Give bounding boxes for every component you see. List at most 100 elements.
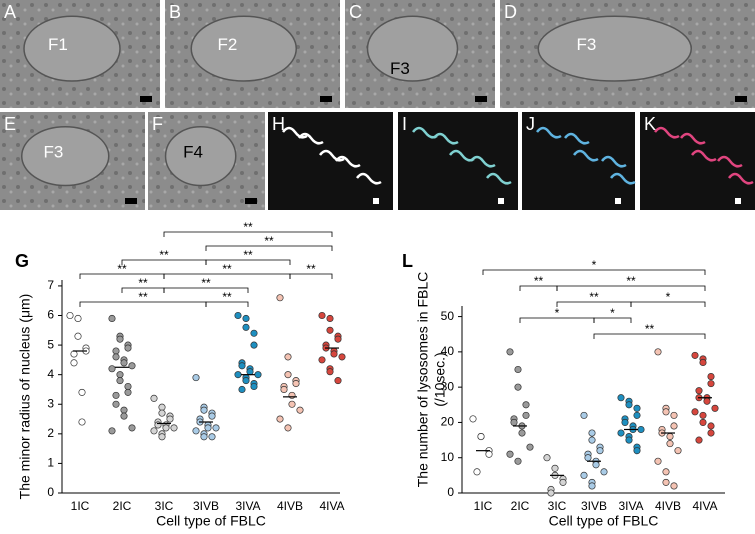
significance-label: ** [222, 290, 232, 304]
data-point [633, 447, 641, 455]
organelle [433, 132, 459, 145]
nucleus [164, 125, 237, 187]
panel-letter: D [504, 2, 517, 22]
data-point [670, 411, 678, 419]
data-point [284, 371, 292, 379]
data-point [600, 468, 608, 476]
data-point [588, 429, 596, 437]
data-point [112, 353, 120, 361]
panel-letter: B [169, 2, 181, 22]
scale-bar [140, 96, 152, 102]
data-point [621, 418, 629, 426]
data-point [158, 409, 166, 417]
x-tick-label: 4IVA [692, 499, 717, 513]
data-point [238, 385, 246, 394]
data-point [674, 447, 682, 455]
y-tick-label: 0 [47, 485, 54, 499]
data-point [588, 482, 596, 490]
data-point [588, 436, 596, 444]
data-point [124, 388, 132, 396]
organelle [298, 132, 324, 145]
y-axis-title: The minor radius of nucleus (μm) [17, 294, 33, 500]
significance-bracket [205, 259, 291, 265]
data-point [670, 482, 678, 490]
panel-letter: C [349, 2, 362, 22]
data-point [633, 411, 641, 419]
data-point [625, 401, 633, 409]
scale-bar [245, 198, 257, 204]
fluorescence-image [640, 112, 755, 210]
data-point [510, 418, 518, 426]
significance-label: * [610, 306, 615, 320]
panel-letter: I [402, 114, 407, 134]
data-point [691, 351, 699, 359]
y-tick-label: 0 [447, 485, 454, 499]
panel-letter: K [644, 114, 656, 134]
y-tick-label: 50 [441, 309, 455, 323]
data-point [124, 382, 132, 391]
data-point [78, 418, 86, 426]
data-point [522, 411, 530, 419]
data-point [506, 450, 514, 458]
scale-bar [735, 198, 741, 204]
data-point [637, 425, 645, 434]
data-point [112, 400, 120, 408]
data-point [326, 314, 334, 323]
data-point [120, 359, 128, 367]
organelle [610, 172, 636, 185]
x-tick-label: 4IVB [277, 499, 303, 513]
data-point [584, 454, 592, 462]
data-point [74, 332, 82, 340]
organelle [486, 172, 512, 185]
data-point [254, 371, 262, 379]
data-point [150, 394, 158, 402]
data-point [662, 408, 670, 416]
significance-label: ** [626, 274, 636, 288]
data-point [711, 404, 719, 412]
data-point [670, 422, 678, 430]
data-point [469, 415, 477, 423]
data-point [66, 311, 74, 320]
nucleus [190, 15, 297, 82]
y-tick-label: 2 [47, 426, 54, 440]
data-point [662, 478, 670, 486]
organelle [717, 155, 743, 168]
y-tick-label: 30 [441, 379, 455, 393]
y-tick-label: 3 [47, 396, 54, 410]
x-tick-label: 3IVA [235, 499, 260, 513]
organelle [282, 126, 308, 139]
data-point [514, 365, 522, 374]
scale-bar [475, 96, 487, 102]
organelle [319, 149, 345, 162]
significance-label: ** [222, 262, 232, 276]
data-point [326, 326, 334, 334]
data-point [120, 412, 128, 420]
panel-letter: L [402, 251, 413, 271]
nucleus [537, 15, 692, 82]
x-tick-label: 3IVA [618, 499, 643, 513]
y-tick-label: 6 [47, 308, 54, 322]
organelle [680, 132, 706, 145]
data-point [250, 341, 258, 349]
significance-label: ** [534, 274, 544, 288]
data-point [334, 335, 342, 343]
significance-label: ** [306, 262, 316, 276]
y-tick-label: 4 [47, 367, 54, 381]
x-tick-label: 4IVB [655, 499, 681, 513]
significance-bracket [289, 273, 333, 279]
data-point [276, 415, 284, 423]
data-point [547, 489, 555, 497]
significance-label: ** [138, 290, 148, 304]
data-point [280, 385, 288, 394]
data-point [695, 436, 703, 444]
data-point [617, 394, 625, 402]
significance-bracket [482, 269, 706, 275]
data-point [617, 429, 625, 437]
organelle [691, 149, 717, 162]
data-point [200, 406, 208, 414]
panel-letter: G [15, 251, 29, 271]
data-point [707, 429, 715, 437]
data-point [200, 433, 208, 441]
y-tick-label: 5 [47, 337, 54, 351]
